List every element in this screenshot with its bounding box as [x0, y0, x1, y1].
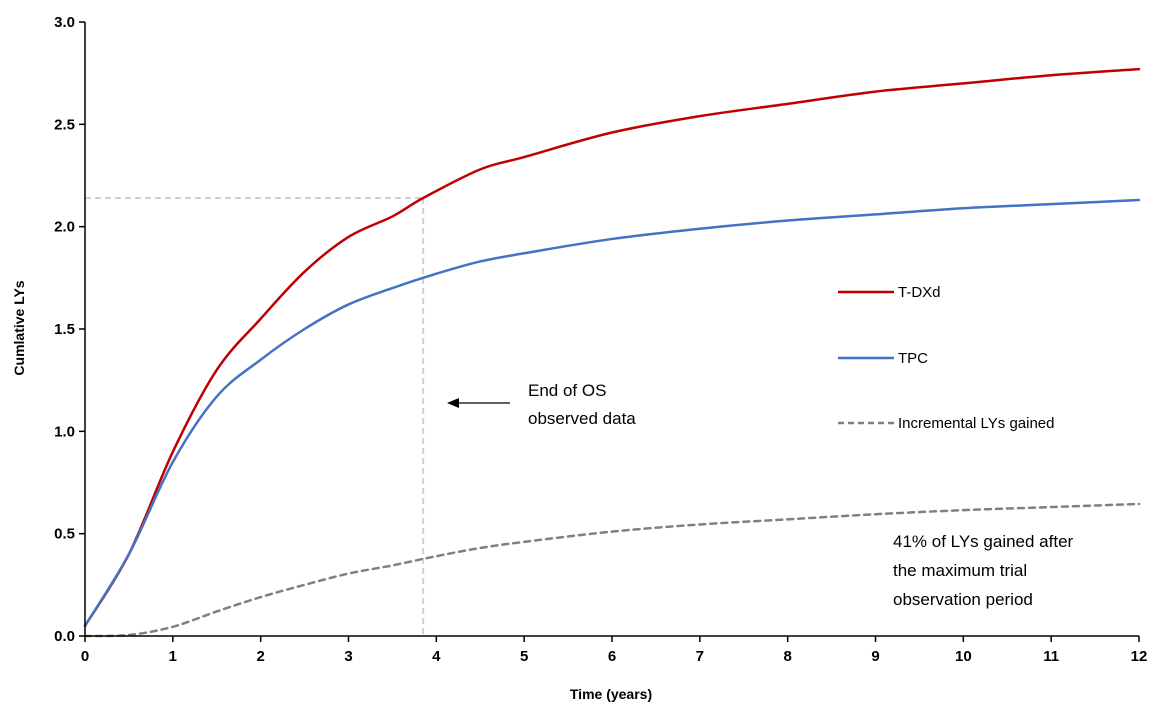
x-tick-label: 1	[169, 648, 177, 665]
x-tick-label: 2	[256, 648, 264, 665]
y-tick-label: 0.5	[54, 526, 75, 543]
x-axis-title: Time (years)	[570, 686, 652, 702]
y-axis-title: Cumlative LYs	[11, 280, 27, 375]
x-axis-ticks: 0 1 2 3 4 5 6 7 8 9 10 11 12	[81, 636, 1148, 665]
lys-gained-note: 41% of LYs gained after the maximum tria…	[893, 532, 1074, 609]
x-tick-label: 0	[81, 648, 89, 665]
t-dxd-line	[83, 67, 1141, 628]
arrow-left-icon	[447, 398, 459, 408]
x-tick-label: 8	[783, 648, 791, 665]
legend: T-DXd TPC Incremental LYs gained	[838, 284, 1054, 432]
lys-note-line2: the maximum trial	[893, 561, 1027, 580]
x-tick-label: 11	[1043, 648, 1059, 665]
y-axis-ticks: 0.0 0.5 1.0 1.5 2.0 2.5 3.0	[54, 14, 85, 645]
legend-label-tpc: TPC	[898, 350, 928, 367]
x-tick-label: 5	[520, 648, 528, 665]
incremental-lys-line	[83, 502, 1141, 638]
end-of-os-line2: observed data	[528, 409, 636, 428]
lys-note-line1: 41% of LYs gained after	[893, 532, 1074, 551]
legend-label-incremental: Incremental LYs gained	[898, 415, 1054, 432]
y-tick-label: 2.0	[54, 219, 75, 236]
series-layer	[83, 67, 1141, 638]
x-tick-label: 9	[871, 648, 879, 665]
y-tick-label: 2.5	[54, 116, 75, 133]
x-tick-label: 6	[608, 648, 616, 665]
y-tick-label: 0.0	[54, 628, 75, 645]
end-of-os-annotation: End of OS observed data	[447, 381, 636, 428]
x-tick-label: 3	[344, 648, 352, 665]
tpc-line	[83, 198, 1141, 628]
legend-label-t-dxd: T-DXd	[898, 284, 941, 301]
x-tick-label: 7	[696, 648, 704, 665]
x-tick-label: 4	[432, 648, 441, 665]
x-tick-label: 10	[955, 648, 972, 665]
lys-note-line3: observation period	[893, 590, 1033, 609]
y-tick-label: 1.5	[54, 321, 75, 338]
end-of-os-line1: End of OS	[528, 381, 606, 400]
x-tick-label: 12	[1131, 648, 1148, 665]
y-tick-label: 3.0	[54, 14, 75, 31]
reference-lines	[85, 197, 425, 636]
y-tick-label: 1.0	[54, 423, 75, 440]
